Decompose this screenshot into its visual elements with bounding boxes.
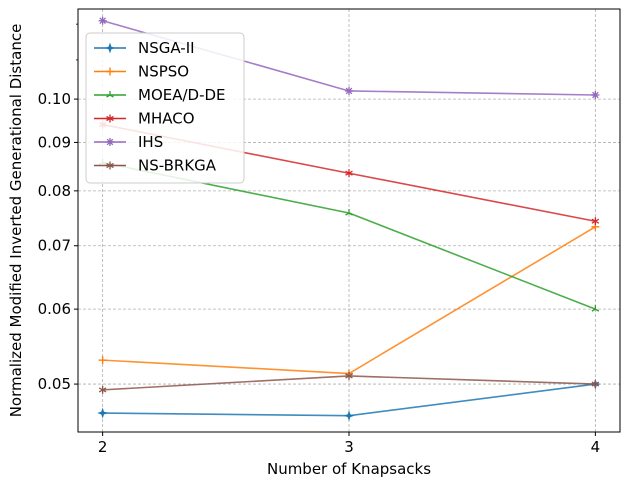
x-tick-label: 3 (344, 438, 354, 456)
legend-marker (104, 42, 116, 54)
series-point (98, 385, 107, 394)
legend-label: NS-BRKGA (138, 157, 217, 175)
series-0 (97, 378, 601, 422)
legend-entry: MHACO (94, 110, 195, 128)
x-axis-label: Number of Knapsacks (267, 460, 431, 478)
legend-label: MOEA/D-DE (138, 86, 226, 104)
series-point (591, 91, 600, 100)
legend-entry: MOEA/D-DE (94, 86, 226, 104)
legend-marker (106, 161, 114, 170)
legend-entry: NSPSO (94, 63, 189, 81)
y-tick-label: 0.07 (38, 237, 71, 255)
x-tick-label: 4 (591, 438, 601, 456)
legend-label: MHACO (138, 110, 195, 128)
series-point (591, 217, 600, 226)
series-point (97, 407, 109, 419)
series-point (343, 410, 355, 422)
legend-entry: NS-BRKGA (94, 157, 217, 175)
legend-frame (85, 32, 245, 184)
series-point (345, 86, 353, 95)
y-tick-label: 0.05 (38, 375, 71, 393)
series-5 (98, 371, 600, 394)
y-axis-label: Normalized Modified Inverted Generationa… (7, 24, 25, 418)
legend: NSGA-II NSPSO MOEA/D-DE MHACO IHS NS-BRKGA (85, 32, 245, 184)
legend-marker (106, 138, 114, 146)
legend-marker (106, 91, 114, 98)
x-tick-label: 2 (98, 438, 108, 456)
legend-label: IHS (138, 133, 163, 151)
series-point (591, 305, 600, 312)
series-point (345, 209, 353, 216)
y-tick-label: 0.09 (38, 133, 71, 151)
series-point (98, 16, 107, 25)
axis-ticks: 2 3 4 0.05 0.06 0.07 0.08 0.09 0.10 (38, 23, 601, 456)
legend-entry: IHS (94, 133, 163, 151)
series-point (345, 169, 353, 178)
legend-label: NSGA-II (138, 39, 195, 57)
legend-marker (106, 114, 114, 123)
series-point (591, 380, 600, 389)
y-tick-label: 0.08 (38, 182, 71, 200)
series-point (98, 356, 107, 365)
y-tick-label: 0.10 (38, 90, 71, 108)
series-point (345, 371, 353, 380)
legend-entry: NSGA-II (94, 39, 195, 57)
y-tick-label: 0.06 (38, 300, 71, 318)
legend-label: NSPSO (138, 63, 189, 81)
legend-marker (106, 67, 114, 76)
